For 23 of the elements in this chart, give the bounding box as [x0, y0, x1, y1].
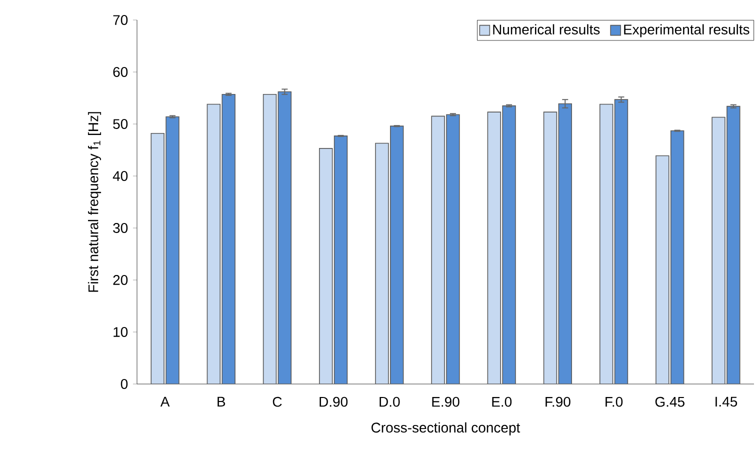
x-tick-label: G.45 [655, 396, 684, 407]
x-tick-label: E.90 [432, 396, 460, 407]
x-tick-label: D.90 [320, 396, 348, 407]
y-tick-label: 40 [112, 171, 128, 181]
x-tick-label: C [272, 396, 282, 407]
x-tick-label: D.0 [380, 396, 400, 407]
y-tick-label: 20 [113, 275, 128, 285]
x-tick-label: E.0 [492, 396, 512, 407]
x-tick-label: F.90 [546, 396, 570, 407]
x-axis-title: Cross-sectional concept [372, 422, 520, 436]
legend-label: Numerical results [493, 24, 600, 34]
y-tick-label: 0 [120, 379, 128, 389]
y-tick-label: 30 [113, 223, 128, 233]
y-axis-title: First natural frequency f$_{1}$ [Hz] [88, 112, 102, 292]
y-tick-label: 60 [113, 67, 128, 77]
x-tick-label: B [218, 396, 226, 406]
y-tick-label: 50 [113, 119, 128, 129]
y-tick-label: 10 [114, 327, 128, 337]
x-tick-label: I.45 [716, 396, 738, 407]
x-tick-label: F.0 [606, 396, 623, 407]
legend-label: Experimental results [624, 24, 750, 38]
x-tick-label: A [160, 396, 170, 406]
y-tick-label: 70 [113, 15, 128, 25]
